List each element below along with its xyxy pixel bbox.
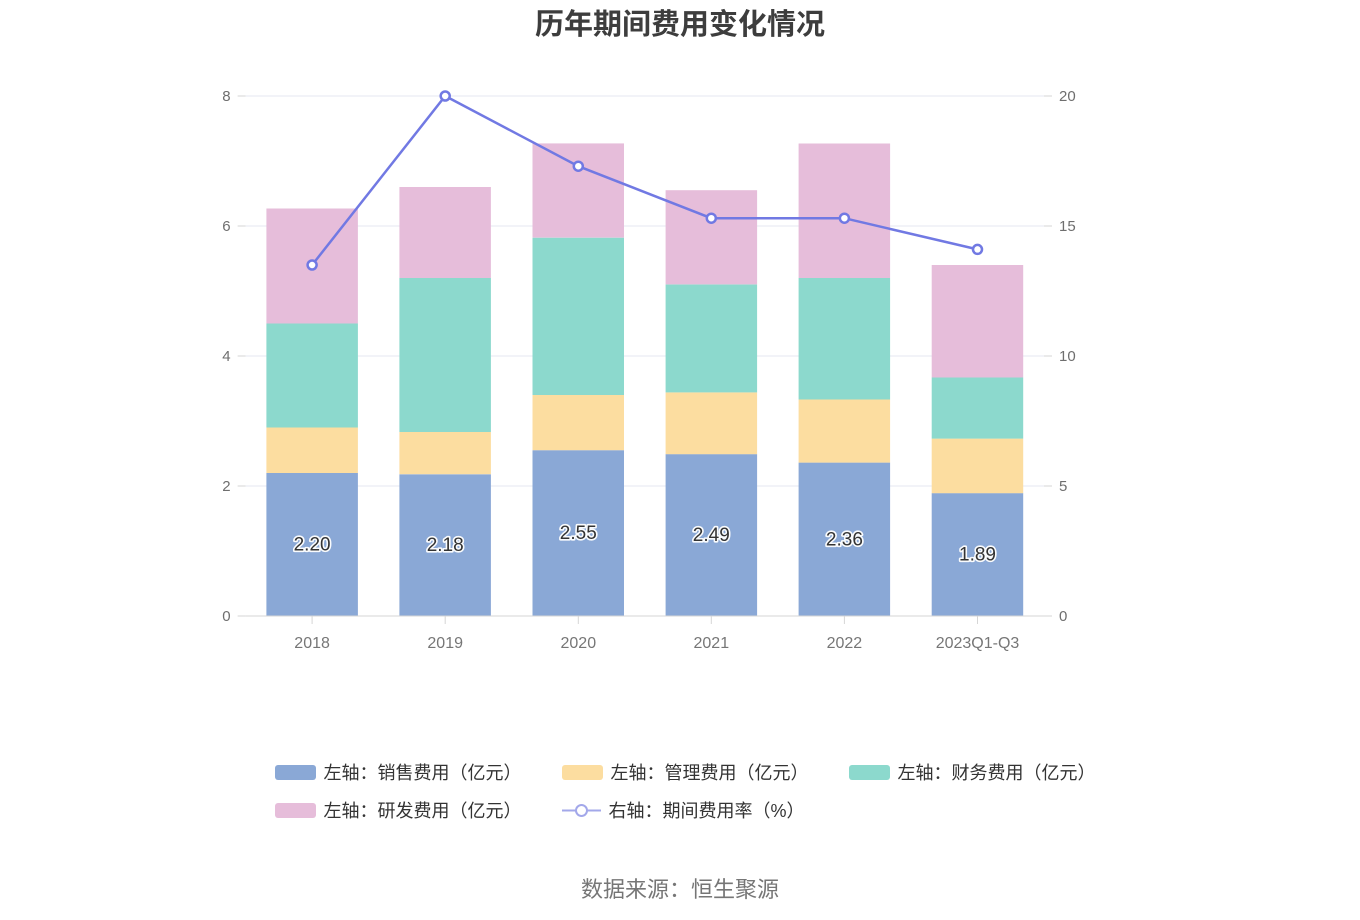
svg-text:2022: 2022 — [827, 635, 863, 652]
svg-text:10: 10 — [1059, 348, 1076, 365]
svg-text:1.89: 1.89 — [959, 545, 996, 566]
svg-text:6: 6 — [222, 218, 230, 235]
svg-text:4: 4 — [222, 348, 230, 365]
svg-text:2019: 2019 — [427, 635, 463, 652]
svg-text:20: 20 — [1059, 88, 1076, 105]
svg-text:2.20: 2.20 — [294, 535, 331, 556]
svg-text:2.18: 2.18 — [427, 535, 464, 556]
svg-text:8: 8 — [222, 88, 230, 105]
svg-text:2.36: 2.36 — [826, 529, 863, 550]
svg-text:2023Q1-Q3: 2023Q1-Q3 — [936, 635, 1020, 652]
svg-text:2021: 2021 — [694, 635, 730, 652]
svg-text:2020: 2020 — [561, 635, 597, 652]
svg-text:2: 2 — [222, 478, 230, 495]
svg-text:15: 15 — [1059, 218, 1076, 235]
svg-text:0: 0 — [1059, 608, 1067, 625]
svg-text:2.49: 2.49 — [693, 525, 730, 546]
svg-text:2.55: 2.55 — [560, 523, 597, 544]
svg-text:5: 5 — [1059, 478, 1067, 495]
svg-text:2018: 2018 — [294, 635, 330, 652]
svg-text:0: 0 — [222, 608, 230, 625]
